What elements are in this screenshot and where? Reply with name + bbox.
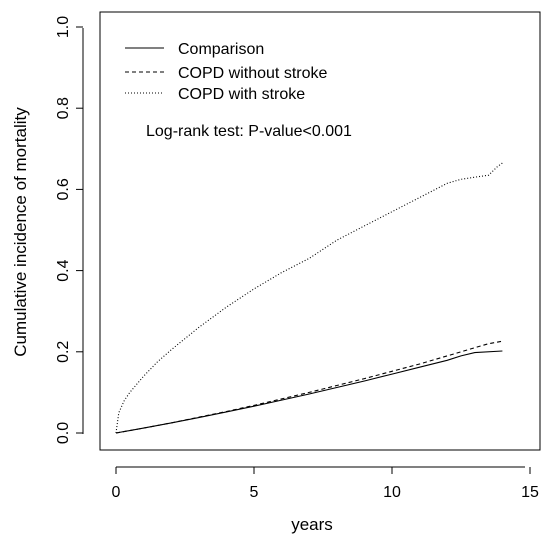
- series-layer: [115, 162, 503, 434]
- y-tick-label: 0.4: [55, 259, 72, 281]
- log-rank-annotation: Log-rank test: P-value<0.001: [146, 123, 352, 140]
- series-copd-with-stroke: [115, 162, 503, 434]
- y-axis-label: Cumulative incidence of mortality: [11, 107, 30, 357]
- x-tick-label: 10: [383, 484, 401, 501]
- x-axis-label: years: [291, 515, 333, 534]
- legend: Comparison COPD without stroke COPD with…: [125, 41, 327, 103]
- y-tick-label: 0.0: [55, 422, 72, 444]
- legend-label-comparison: Comparison: [178, 41, 264, 58]
- legend-label-copd-with-stroke: COPD with stroke: [178, 86, 305, 103]
- y-tick-label: 1.0: [55, 16, 72, 38]
- plot-area: [99, 11, 541, 451]
- series-copd-without-stroke: [115, 340, 503, 434]
- x-ticks: 0 5 10 15: [112, 467, 539, 501]
- x-tick-label: 0: [112, 484, 121, 501]
- y-tick-label: 0.6: [55, 178, 72, 200]
- x-tick-label: 5: [250, 484, 259, 501]
- y-tick-label: 0.8: [55, 97, 72, 119]
- legend-label-copd-without-stroke: COPD without stroke: [178, 65, 327, 82]
- y-tick-label: 0.2: [55, 341, 72, 363]
- y-ticks: 0.0 0.2 0.4 0.6 0.8 1.0: [55, 16, 83, 444]
- x-tick-label: 15: [521, 484, 539, 501]
